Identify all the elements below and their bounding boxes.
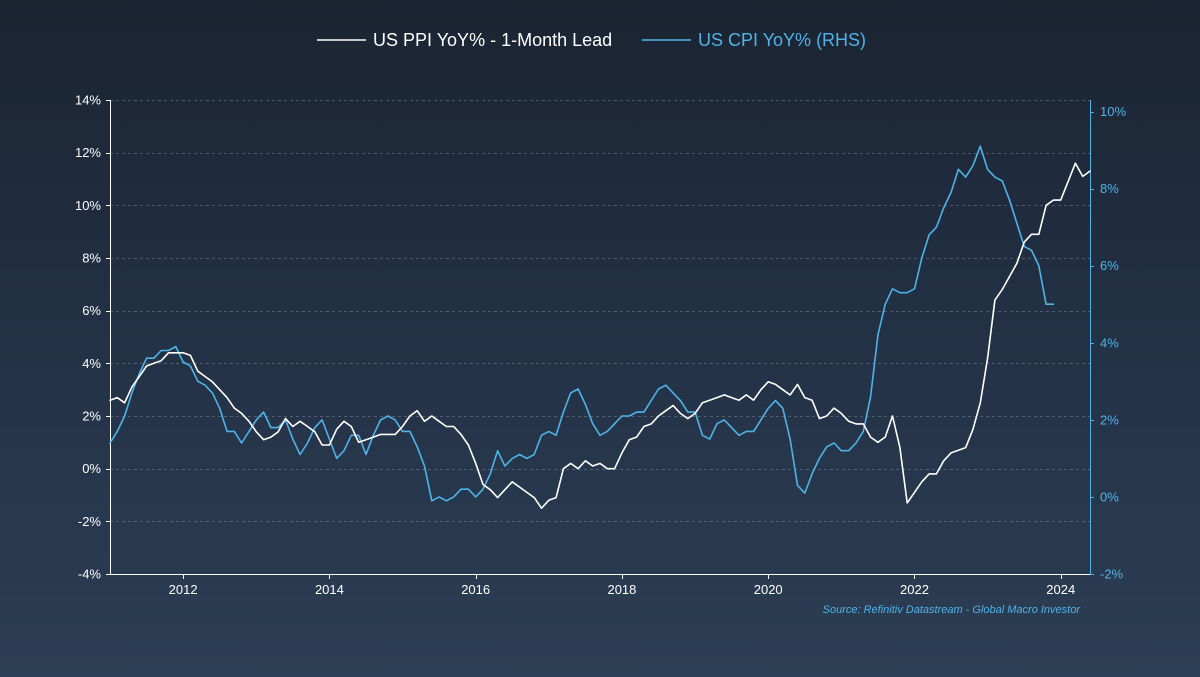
y-right-tick-label: 0% — [1100, 489, 1119, 504]
y-right-tick-label: 2% — [1100, 412, 1119, 427]
x-tick-label: 2016 — [461, 582, 490, 597]
legend-label-cpi: US CPI YoY% (RHS) — [698, 30, 866, 50]
y-left-tick-label: 4% — [82, 356, 101, 371]
y-right-tick-label: 10% — [1100, 104, 1126, 119]
y-left-tick-label: 8% — [82, 251, 101, 266]
x-tick-label: 2022 — [900, 582, 929, 597]
y-right-tick-label: 8% — [1100, 181, 1119, 196]
y-left-tick-label: 2% — [82, 409, 101, 424]
y-right-tick-label: -2% — [1100, 567, 1124, 582]
y-right-tick-label: 4% — [1100, 335, 1119, 350]
legend-label-ppi: US PPI YoY% - 1-Month Lead — [373, 30, 612, 50]
y-left-tick-label: -4% — [78, 567, 102, 582]
source-note: Source: Refinitiv Datastream - Global Ma… — [823, 604, 1082, 616]
legend-item-ppi[interactable]: US PPI YoY% - 1-Month Lead — [317, 30, 612, 50]
x-tick-label: 2012 — [169, 582, 198, 597]
x-tick-label: 2018 — [607, 582, 636, 597]
legend-item-cpi[interactable]: US CPI YoY% (RHS) — [642, 30, 866, 50]
y-left-tick-label: -2% — [78, 514, 102, 529]
y-left-tick-label: 10% — [75, 198, 101, 213]
grid-layer — [110, 100, 1090, 522]
axes-layer — [110, 100, 1091, 575]
y-left-tick-label: 6% — [82, 303, 101, 318]
y-left-tick-label: 0% — [82, 461, 101, 476]
x-tick-label: 2024 — [1046, 582, 1075, 597]
y-right-tick-label: 6% — [1100, 258, 1119, 273]
series-line-cpi — [109, 145, 1055, 502]
series-line-ppi — [109, 162, 1091, 509]
y-left-tick-label: 14% — [75, 93, 101, 108]
series-layer — [109, 145, 1091, 509]
y-left-tick-label: 12% — [75, 145, 101, 160]
x-tick-label: 2020 — [754, 582, 783, 597]
legend: US PPI YoY% - 1-Month Lead US CPI YoY% (… — [317, 30, 866, 50]
ticks-layer: -4% -2% 0% 2% 4% 6% 8% 10% 12% 14% -2% 0% 2% 4% 6% 8% 10… — [75, 93, 1126, 598]
x-tick-label: 2014 — [315, 582, 344, 597]
